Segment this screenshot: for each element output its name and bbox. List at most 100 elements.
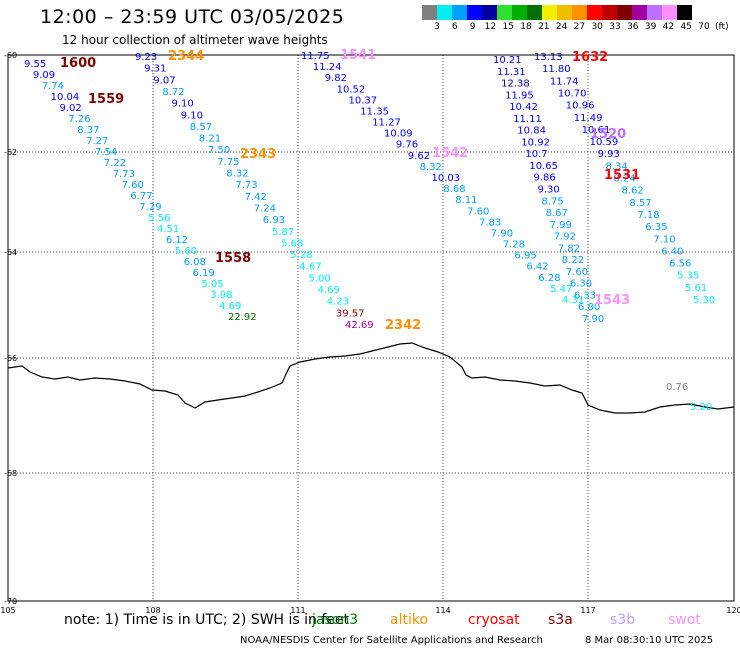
satellite-legend-item: s3b xyxy=(610,612,636,628)
wave-height-value: 8.22 xyxy=(562,255,584,266)
color-scale-label: 42 xyxy=(662,22,675,32)
wave-height-value: 6.30 xyxy=(570,279,592,290)
pass-label: 1558 xyxy=(215,251,251,266)
pass-label: 1559 xyxy=(88,92,124,107)
wave-height-value: 6.08 xyxy=(184,257,206,268)
wave-height-value: 10.70 xyxy=(558,88,587,99)
wave-height-value: 7.90 xyxy=(582,314,604,325)
longitude-label: 105 xyxy=(0,606,15,615)
wave-height-value: 6.12 xyxy=(166,235,188,246)
wave-height-value: 10.92 xyxy=(521,137,550,148)
wave-height-value: 0.76 xyxy=(666,382,688,393)
color-scale-label: 70 xyxy=(698,22,710,32)
wave-height-value: 8.62 xyxy=(622,186,644,197)
wave-height-value: 8.24 xyxy=(614,174,636,185)
wave-height-value: 11.75 xyxy=(301,51,330,62)
wave-height-value: 7.83 xyxy=(479,217,501,228)
wave-height-value: 10.42 xyxy=(509,102,538,113)
wave-height-value: 7.60 xyxy=(566,267,588,278)
wave-height-value: 4.51 xyxy=(157,224,179,235)
wave-height-value: 8.32 xyxy=(226,169,248,180)
wave-height-value: 5.60 xyxy=(175,246,197,257)
wave-height-value: 8.37 xyxy=(77,125,99,136)
color-swatch xyxy=(482,5,497,20)
wave-height-value: 9.31 xyxy=(144,64,166,75)
color-scale-label: 6 xyxy=(451,22,458,32)
wave-height-value: 7.22 xyxy=(104,158,126,169)
wave-height-value: 9.02 xyxy=(60,103,82,114)
wave-height-value: 8.34 xyxy=(606,161,628,172)
wave-height-value: 7.54 xyxy=(95,147,117,158)
wave-height-value: 13.13 xyxy=(534,52,563,63)
wave-height-value: 6.77 xyxy=(130,191,152,202)
wave-height-value: 11.80 xyxy=(542,64,571,75)
wave-height-value: 6.42 xyxy=(526,262,548,273)
wave-height-value: 8.72 xyxy=(162,87,184,98)
color-swatch xyxy=(632,5,647,20)
wave-height-value: 11.74 xyxy=(550,76,579,87)
color-scale-label: 3 xyxy=(434,22,440,32)
wave-height-value: 10.59 xyxy=(590,137,619,148)
wave-height-value: 5.28 xyxy=(290,250,312,261)
wave-height-value: 4.69 xyxy=(318,285,340,296)
wave-height-value: 9.93 xyxy=(598,149,620,160)
wave-height-value: 8.32 xyxy=(420,162,442,173)
color-swatch xyxy=(437,5,452,20)
latitude-label: -66 xyxy=(4,354,17,363)
wave-height-value: 9.30 xyxy=(538,185,560,196)
longitude-label: 111 xyxy=(290,606,305,615)
color-scale-label: 36 xyxy=(627,22,639,32)
wave-height-value: 3.98 xyxy=(210,290,232,301)
wave-height-value: 10.03 xyxy=(432,173,461,184)
wave-height-value: 42.69 xyxy=(345,320,374,331)
page-title: 12:00 – 23:59 UTC 03/05/2025 xyxy=(40,6,345,28)
color-scale-label: 33 xyxy=(609,22,621,32)
wave-height-value: 5.20 xyxy=(690,402,712,413)
wave-height-value: 8.67 xyxy=(546,208,568,219)
wave-height-value: 10.96 xyxy=(566,101,595,112)
pass-label: 2344 xyxy=(168,49,204,64)
color-scale xyxy=(422,5,692,20)
wave-height-value: 7.18 xyxy=(637,210,659,221)
wave-height-value: 4.69 xyxy=(219,301,241,312)
satellite-legend-item: cryosat xyxy=(468,612,520,628)
wave-height-value: 7.99 xyxy=(550,220,572,231)
latitude-label: -64 xyxy=(4,248,17,257)
wave-height-value: 6.56 xyxy=(669,259,691,270)
wave-height-value: 10.65 xyxy=(529,161,558,172)
wave-height-value: 10.04 xyxy=(51,92,80,103)
color-swatch xyxy=(572,5,587,20)
page-subtitle: 12 hour collection of altimeter wave hei… xyxy=(62,33,328,47)
color-swatch xyxy=(542,5,557,20)
wave-height-value: 11.31 xyxy=(497,67,526,78)
latitude-label: -68 xyxy=(4,469,17,478)
wave-height-value: 4.67 xyxy=(299,262,321,273)
wave-height-value: 7.42 xyxy=(245,192,267,203)
color-swatch xyxy=(452,5,467,20)
pass-label: 1531 xyxy=(604,168,640,183)
antarctic-coastline xyxy=(7,342,735,414)
color-scale-label: 15 xyxy=(502,22,514,32)
color-scale-label: 18 xyxy=(520,22,532,32)
wave-height-value: 6.35 xyxy=(645,222,667,233)
wave-height-value: 8.21 xyxy=(199,134,221,145)
wave-height-value: 9.10 xyxy=(181,110,203,121)
wave-height-value: 7.74 xyxy=(42,81,64,92)
wave-height-value: 7.29 xyxy=(139,202,161,213)
color-swatch xyxy=(617,5,632,20)
wave-height-value: 9.09 xyxy=(33,70,55,81)
wave-height-value: 5.05 xyxy=(201,279,223,290)
color-scale-label: 30 xyxy=(591,22,603,32)
longitude-label: 117 xyxy=(580,606,595,615)
latitude-label: -62 xyxy=(4,148,17,157)
wave-height-value: 11.35 xyxy=(360,107,389,118)
pass-label: 2342 xyxy=(385,318,421,333)
wave-height-value: 12.38 xyxy=(501,79,530,90)
latitude-label: -60 xyxy=(4,51,17,60)
wave-height-value: 4.31 xyxy=(562,295,584,306)
wave-height-value: 7.50 xyxy=(208,145,230,156)
wave-height-value: 7.82 xyxy=(558,243,580,254)
wave-height-value: 6.40 xyxy=(661,246,683,257)
